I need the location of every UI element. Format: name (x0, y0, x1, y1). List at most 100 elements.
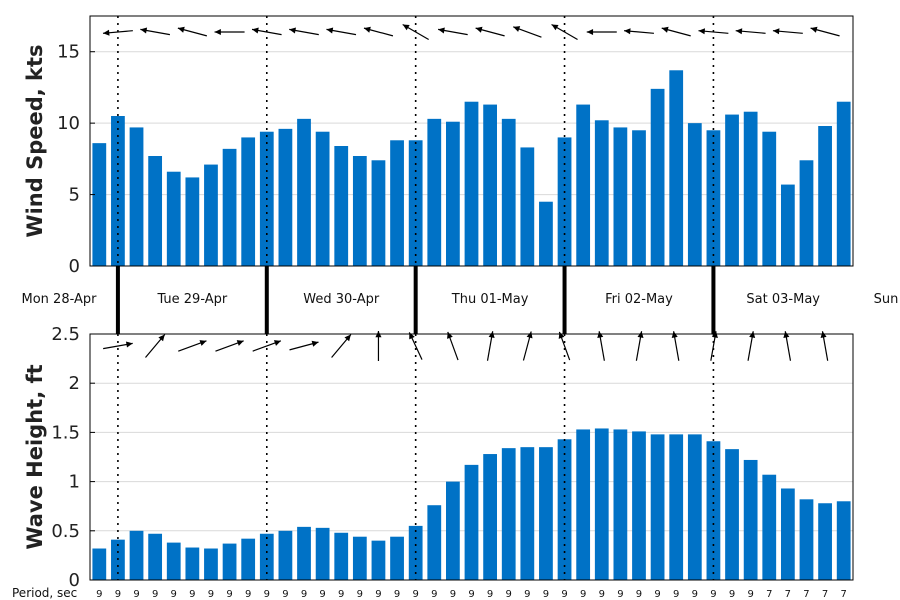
bar (762, 131, 777, 266)
bar (148, 156, 163, 266)
bar (222, 148, 237, 266)
bar (297, 526, 311, 580)
bar (204, 164, 218, 266)
wind-direction-arrow (102, 29, 133, 36)
bar (390, 140, 404, 266)
bar (315, 527, 330, 580)
bar (352, 156, 367, 266)
period-value: 9 (580, 589, 586, 600)
bar (762, 474, 777, 580)
wave-direction-arrow (375, 331, 382, 361)
wave-direction-arrow (447, 331, 459, 361)
wave-direction-arrow (331, 334, 352, 358)
bar (408, 140, 423, 266)
wind-direction-arrow (289, 27, 319, 36)
bar (594, 120, 609, 267)
bar (446, 481, 460, 580)
bar (185, 547, 200, 580)
bar (427, 505, 442, 580)
bar (576, 429, 591, 580)
bar (483, 104, 497, 266)
period-value: 9 (673, 589, 679, 600)
bar (446, 121, 460, 266)
period-value: 7 (785, 589, 791, 600)
period-value: 9 (710, 589, 716, 600)
period-value: 9 (506, 589, 512, 600)
y-tick-label: 0.5 (51, 521, 80, 542)
bar (166, 171, 181, 266)
bar (576, 104, 591, 266)
y-tick-label: 5 (69, 185, 80, 206)
wind-direction-arrow (810, 26, 840, 37)
bar (483, 454, 497, 580)
period-value: 9 (115, 589, 121, 600)
period-axis-label: Period, sec (12, 586, 77, 600)
bar (185, 177, 200, 266)
bar (669, 70, 684, 267)
period-value: 9 (338, 589, 344, 600)
bar (427, 118, 442, 266)
period-value: 9 (96, 589, 102, 600)
day-label: Tue 29-Apr (156, 292, 227, 307)
y-tick-label: 0 (69, 570, 80, 591)
bar (297, 118, 311, 266)
wind-direction-arrow (214, 28, 245, 36)
bar (780, 184, 795, 266)
wave-direction-arrow (215, 340, 244, 352)
period-value: 9 (171, 589, 177, 600)
bar (650, 434, 665, 580)
bar (464, 464, 479, 580)
axes-frame (89, 333, 854, 581)
y-tick-label: 1.5 (51, 422, 80, 443)
wind-direction-arrow (475, 26, 505, 37)
period-value: 9 (394, 589, 400, 600)
wind-direction-arrow (513, 26, 542, 38)
y-axis-title: Wave Height, ft (23, 364, 47, 549)
wind-direction-arrow (402, 23, 429, 41)
bar (799, 499, 814, 580)
bar (650, 88, 665, 266)
bar (390, 536, 404, 580)
wind-direction-arrow (251, 27, 282, 36)
wave-direction-arrow (635, 331, 644, 361)
bar (204, 548, 218, 580)
wave-direction-arrow (597, 331, 605, 361)
period-value: 9 (226, 589, 232, 600)
bar (594, 428, 609, 580)
wave-direction-arrow (103, 341, 133, 350)
period-value: 9 (524, 589, 530, 600)
day-label: Sun (874, 292, 899, 307)
period-value: 9 (152, 589, 158, 600)
wind-speed-panel: 0 5 10 15 Wind Speed, kts (23, 15, 854, 277)
wave-direction-arrow (178, 340, 207, 352)
wind-direction-arrow (586, 28, 617, 36)
period-value: 9 (468, 589, 474, 600)
wind-direction-arrow (438, 27, 468, 36)
period-row: Period, sec 9 9 9 9 9 9 9 9 9 9 9 9 9 9 9 9 9 9 9 9 9 9 9 9 9 9 9 9 9… (12, 586, 847, 600)
bar (725, 114, 739, 266)
bar (278, 128, 293, 266)
wind-direction-arrow (363, 26, 394, 37)
period-value: 9 (319, 589, 325, 600)
bar (836, 501, 851, 580)
day-label: Sat 03-May (746, 292, 820, 307)
period-value: 9 (599, 589, 605, 600)
y-tick-label: 2 (69, 373, 80, 394)
bar (520, 147, 535, 266)
period-value: 9 (208, 589, 214, 600)
bar (315, 131, 330, 266)
day-label: Mon 28-Apr (22, 292, 98, 307)
wave-direction-arrow (486, 331, 495, 361)
bar (687, 123, 702, 267)
bar (222, 543, 237, 580)
wind-direction-arrow (177, 26, 207, 37)
wind-direction-arrow (698, 28, 729, 35)
bar (148, 533, 163, 580)
bar (334, 532, 349, 580)
period-value: 7 (766, 589, 772, 600)
period-value: 7 (803, 589, 809, 600)
period-value: 9 (617, 589, 623, 600)
bar (725, 449, 739, 580)
bar (166, 542, 181, 580)
bar (632, 431, 646, 580)
